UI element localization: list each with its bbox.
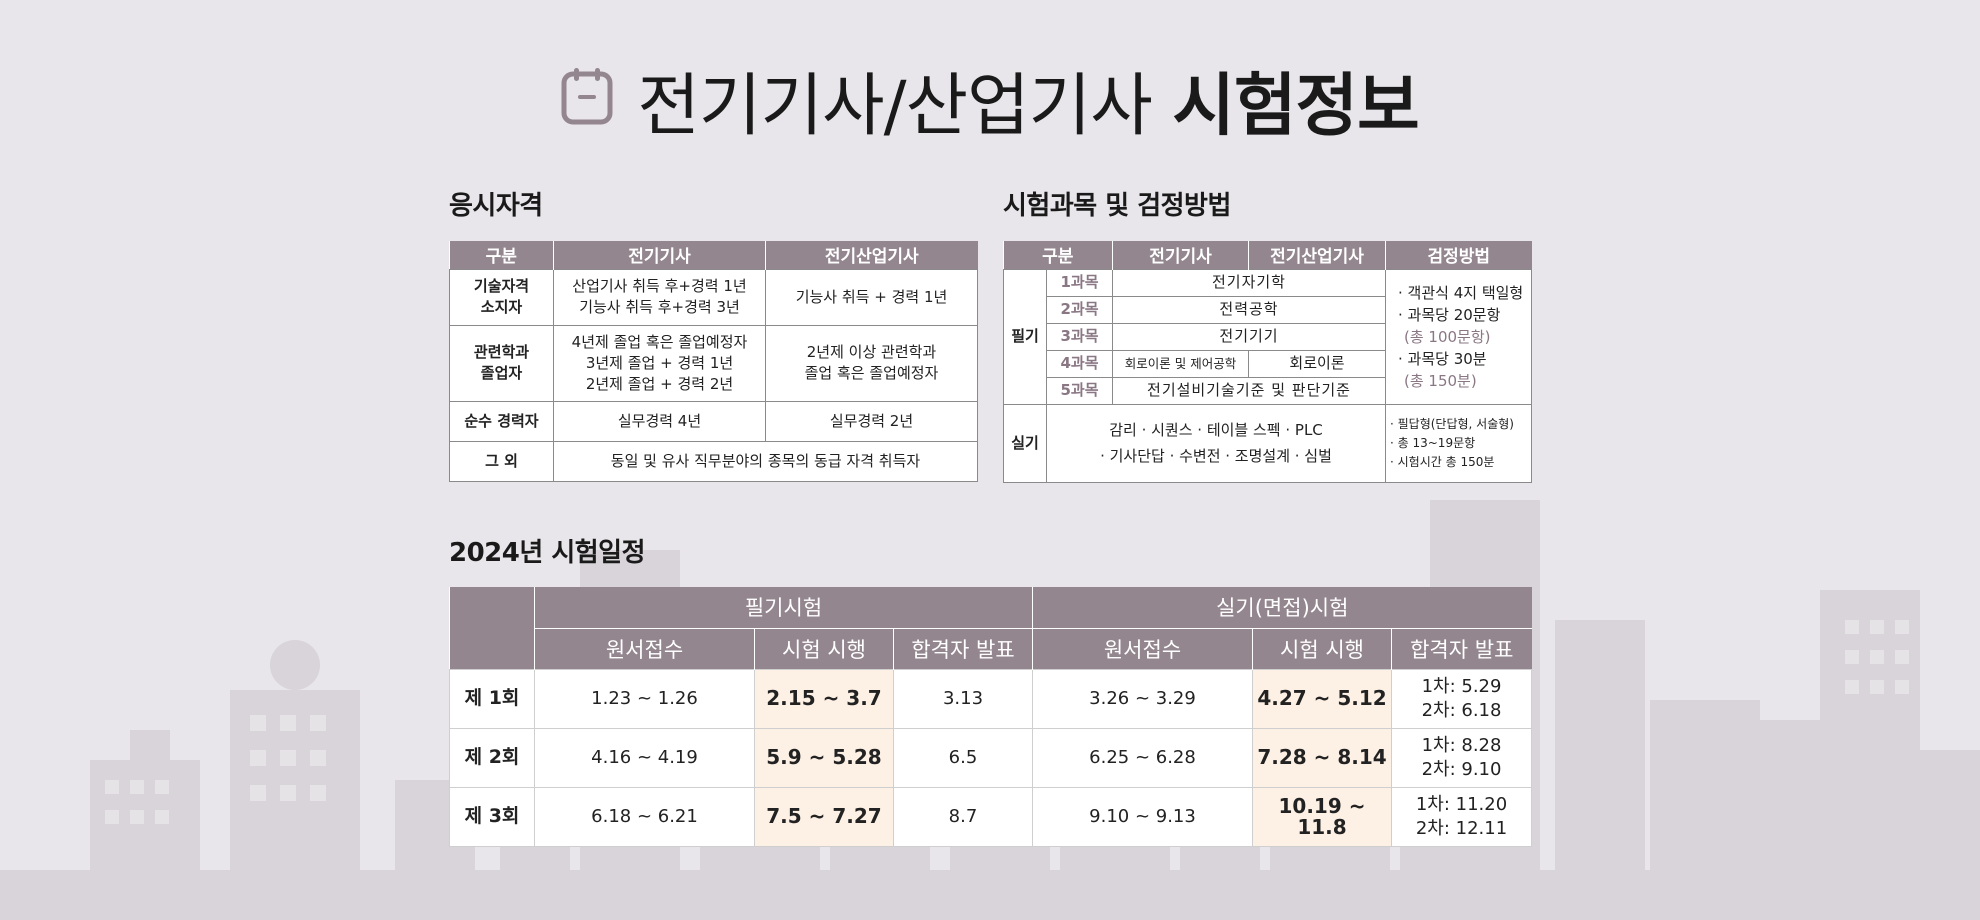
practical-method-item: · 총 13~19문항	[1390, 435, 1476, 450]
page-title-bold: 시험정보	[1172, 67, 1419, 146]
practical-result: 1차: 5.29 2차: 6.18	[1390, 668, 1533, 729]
written-method-text: · 과목당 20문항	[1398, 305, 1501, 324]
practical-content: 감리 · 시퀀스 · 테이블 스펙 · PLC · 기사단답 · 수변전 · 조명…	[1046, 403, 1386, 483]
written-exam: 7.5 ~ 7.27	[754, 786, 894, 847]
table-row: 기술자격 소지자 산업기사 취득 후+경력 1년 기능사 취득 후+경력 3년 기능사 …	[449, 268, 978, 326]
eligibility-industrial-cell: 기능사 취득 + 경력 1년	[765, 268, 978, 326]
eligibility-engineer-cell: 실무경력 4년	[553, 400, 766, 442]
calendar-icon	[561, 59, 613, 149]
table-row: 순수 경력자 실무경력 4년 실무경력 2년	[449, 400, 978, 442]
written-method-text: · 과목당 30분	[1398, 349, 1487, 368]
subject-name: 전기설비기술기준 및 판단기준	[1112, 376, 1386, 405]
practical-exam: 7.28 ~ 8.14	[1252, 727, 1392, 788]
practical-exam: 4.27 ~ 5.12	[1252, 668, 1392, 729]
eligibility-col-header: 전기산업기사	[765, 241, 978, 269]
eligibility-industrial-cell: 실무경력 2년	[765, 400, 978, 442]
eligibility-col-header: 구분	[449, 241, 554, 269]
schedule-round: 제 2회	[449, 727, 535, 788]
schedule-corner-cell	[449, 587, 535, 669]
eligibility-row-label: 관련학과 졸업자	[449, 324, 554, 402]
schedule-group-practical: 실기(면접)시험	[1032, 587, 1532, 629]
written-apply: 6.18 ~ 6.21	[534, 786, 755, 847]
schedule-table: 필기시험 실기(면접)시험 원서접수 시험 시행 합격자 발표 원서접수 시험 시행 합격…	[449, 587, 1533, 847]
subject-number: 5과목	[1046, 376, 1113, 405]
written-method-item: · 과목당 30분 (총 150분)	[1398, 348, 1531, 392]
schedule-round: 제 3회	[449, 786, 535, 847]
written-method-item: · 객관식 4지 택일형	[1398, 282, 1531, 304]
subject-number: 4과목	[1046, 349, 1113, 378]
schedule-heading: 2024년 시험일정	[449, 538, 646, 568]
subject-name: 전기자기학	[1112, 268, 1386, 297]
subject-name: 전력공학	[1112, 295, 1386, 324]
practical-exam: 10.19 ~ 11.8	[1252, 786, 1392, 847]
subject-engineer: 회로이론 및 제어공학	[1112, 349, 1249, 378]
written-result: 8.7	[893, 786, 1033, 847]
subjects-col-header: 구분	[1003, 241, 1113, 269]
schedule-sub-header: 원서접수	[1032, 628, 1253, 669]
schedule-sub-header: 시험 시행	[754, 628, 894, 669]
eligibility-row-label: 기술자격 소지자	[449, 268, 554, 326]
written-method-note: (총 150분)	[1404, 371, 1477, 390]
subject-number: 3과목	[1046, 322, 1113, 351]
table-row: 실기 감리 · 시퀀스 · 테이블 스펙 · PLC · 기사단답 · 수변전 · …	[1003, 403, 1532, 483]
eligibility-table: 구분 전기기사 전기산업기사 기술자격 소지자 산업기사 취득 후+경력 1년 기능사…	[449, 241, 978, 482]
practical-method-item: · 필답형(단답형, 서술형)	[1390, 416, 1514, 431]
subjects-col-header: 검정방법	[1385, 241, 1532, 269]
table-row: 5과목 전기설비기술기준 및 판단기준	[1004, 376, 1532, 405]
schedule-sub-header: 합격자 발표	[1391, 628, 1532, 669]
page-title-light: 전기기사/산업기사	[637, 67, 1152, 146]
practical-apply: 3.26 ~ 3.29	[1032, 668, 1253, 729]
written-method-item: · 과목당 20문항 (총 100문항)	[1398, 304, 1531, 348]
written-apply: 1.23 ~ 1.26	[534, 668, 755, 729]
eligibility-row-label: 그 외	[449, 440, 554, 482]
written-label: 필기	[1003, 268, 1047, 405]
table-row: 그 외 동일 및 유사 직무분야의 종목의 동급 자격 취득자	[449, 440, 978, 482]
subject-number: 1과목	[1046, 268, 1113, 297]
eligibility-heading: 응시자격	[449, 191, 543, 221]
schedule-sub-header: 원서접수	[534, 628, 755, 669]
practical-method-item: · 시험시간 총 150분	[1390, 454, 1495, 469]
subjects-col-header: 전기기사	[1112, 241, 1249, 269]
practical-apply: 9.10 ~ 9.13	[1032, 786, 1253, 847]
practical-label: 실기	[1003, 403, 1047, 483]
eligibility-engineer-cell: 4년제 졸업 혹은 졸업예정자 3년제 졸업 + 경력 1년 2년제 졸업 + 경력…	[553, 324, 766, 402]
subjects-table: 구분 전기기사 전기산업기사 검정방법 필기 1과목 전기자기학 · 객관식 4지 택…	[1003, 241, 1532, 483]
schedule-row: 제 2회 4.16 ~ 4.19 5.9 ~ 5.28 6.5 6.25 ~ 6.28 7…	[449, 727, 1533, 788]
eligibility-merged-cell: 동일 및 유사 직무분야의 종목의 동급 자격 취득자	[553, 440, 978, 482]
written-result: 3.13	[893, 668, 1033, 729]
practical-result: 1차: 11.20 2차: 12.11	[1390, 786, 1533, 847]
written-exam: 5.9 ~ 5.28	[754, 727, 894, 788]
schedule-round: 제 1회	[449, 668, 535, 729]
eligibility-engineer-cell: 산업기사 취득 후+경력 1년 기능사 취득 후+경력 3년	[553, 268, 766, 326]
eligibility-col-header: 전기기사	[553, 241, 766, 269]
written-apply: 4.16 ~ 4.19	[534, 727, 755, 788]
subject-name: 전기기기	[1112, 322, 1386, 351]
schedule-row: 제 1회 1.23 ~ 1.26 2.15 ~ 3.7 3.13 3.26 ~ 3.29…	[449, 668, 1533, 729]
written-exam: 2.15 ~ 3.7	[754, 668, 894, 729]
written-method-cell: · 객관식 4지 택일형 · 과목당 20문항 (총 100문항) · 과목당 30분…	[1385, 268, 1532, 405]
table-row: 관련학과 졸업자 4년제 졸업 혹은 졸업예정자 3년제 졸업 + 경력 1년 2년제 …	[449, 324, 978, 402]
practical-apply: 6.25 ~ 6.28	[1032, 727, 1253, 788]
schedule-row: 제 3회 6.18 ~ 6.21 7.5 ~ 7.27 8.7 9.10 ~ 9.13 1…	[449, 786, 1533, 847]
subject-industrial: 회로이론	[1248, 349, 1386, 378]
subject-number: 2과목	[1046, 295, 1113, 324]
practical-method-cell: · 필답형(단답형, 서술형) · 총 13~19문항 · 시험시간 총 150분	[1385, 403, 1532, 483]
schedule-group-written: 필기시험	[534, 587, 1033, 629]
schedule-sub-header: 합격자 발표	[893, 628, 1033, 669]
subjects-heading: 시험과목 및 검정방법	[1003, 191, 1231, 221]
eligibility-row-label: 순수 경력자	[449, 400, 554, 442]
schedule-sub-header: 시험 시행	[1252, 628, 1392, 669]
written-method-text: · 객관식 4지 택일형	[1398, 283, 1524, 302]
written-result: 6.5	[893, 727, 1033, 788]
subjects-col-header: 전기산업기사	[1248, 241, 1386, 269]
table-row: 필기 1과목 전기자기학 · 객관식 4지 택일형 · 과목당 20문항 (총 100문항…	[1003, 268, 1532, 405]
practical-result: 1차: 8.28 2차: 9.10	[1390, 727, 1533, 788]
eligibility-industrial-cell: 2년제 이상 관련학과 졸업 혹은 졸업예정자	[765, 324, 978, 402]
table-row: 2과목 전력공학	[1004, 295, 1532, 324]
written-method-note: (총 100문항)	[1404, 327, 1491, 346]
page-title: 전기기사/산업기사 시험정보	[0, 62, 1980, 152]
